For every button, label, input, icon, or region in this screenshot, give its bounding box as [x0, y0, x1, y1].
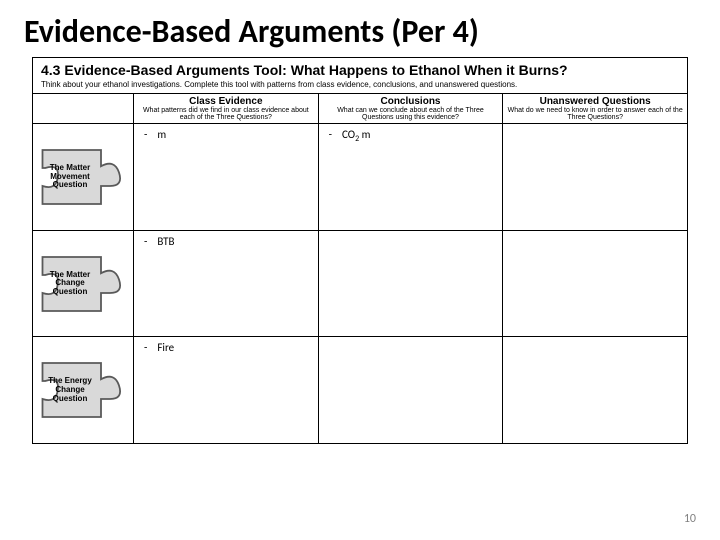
- cell-unanswered: [502, 336, 687, 443]
- page-number: 10: [684, 512, 696, 526]
- row-label-energy-change: The Energy Change Question: [33, 336, 133, 443]
- cell-conclusion: - CO2 m: [318, 123, 503, 230]
- header-desc: What patterns did we find in our class e…: [138, 107, 314, 121]
- evidence-text: BTB: [157, 235, 174, 248]
- header-evidence: Class Evidence What patterns did we find…: [133, 93, 318, 123]
- slide-title: Evidence-Based Arguments (Per 4): [0, 0, 720, 57]
- header-desc: What do we need to know in order to answ…: [507, 107, 683, 121]
- conclusion-text: CO2 m: [342, 128, 370, 144]
- bullet-dash: -: [144, 235, 147, 248]
- bullet-dash: -: [144, 128, 147, 141]
- evidence-text: Fire: [157, 341, 174, 354]
- evidence-text: m: [157, 128, 166, 141]
- puzzle-label: The Energy Change Question: [39, 377, 101, 403]
- tool-heading: 4.3 Evidence-Based Arguments Tool: What …: [33, 58, 687, 80]
- header-blank: [33, 93, 133, 123]
- cell-evidence: - Fire: [133, 336, 318, 443]
- evidence-grid: Class Evidence What patterns did we find…: [33, 93, 687, 443]
- tool-subtext: Think about your ethanol investigations.…: [33, 80, 687, 93]
- cell-unanswered: [502, 123, 687, 230]
- bullet-dash: -: [144, 341, 147, 354]
- puzzle-label: The Matter Change Question: [39, 270, 101, 296]
- header-conclusions: Conclusions What can we conclude about e…: [318, 93, 503, 123]
- bullet-dash: -: [329, 128, 332, 144]
- cell-conclusion: [318, 230, 503, 337]
- header-desc: What can we conclude about each of the T…: [323, 107, 499, 121]
- header-title: Class Evidence: [138, 96, 314, 107]
- tool-container: 4.3 Evidence-Based Arguments Tool: What …: [32, 57, 688, 444]
- header-title: Unanswered Questions: [507, 96, 683, 107]
- puzzle-label: The Matter Movement Question: [39, 164, 101, 190]
- cell-conclusion: [318, 336, 503, 443]
- header-title: Conclusions: [323, 96, 499, 107]
- row-label-matter-movement: The Matter Movement Question: [33, 123, 133, 230]
- cell-evidence: - BTB: [133, 230, 318, 337]
- cell-unanswered: [502, 230, 687, 337]
- header-unanswered: Unanswered Questions What do we need to …: [502, 93, 687, 123]
- cell-evidence: - m: [133, 123, 318, 230]
- row-label-matter-change: The Matter Change Question: [33, 230, 133, 337]
